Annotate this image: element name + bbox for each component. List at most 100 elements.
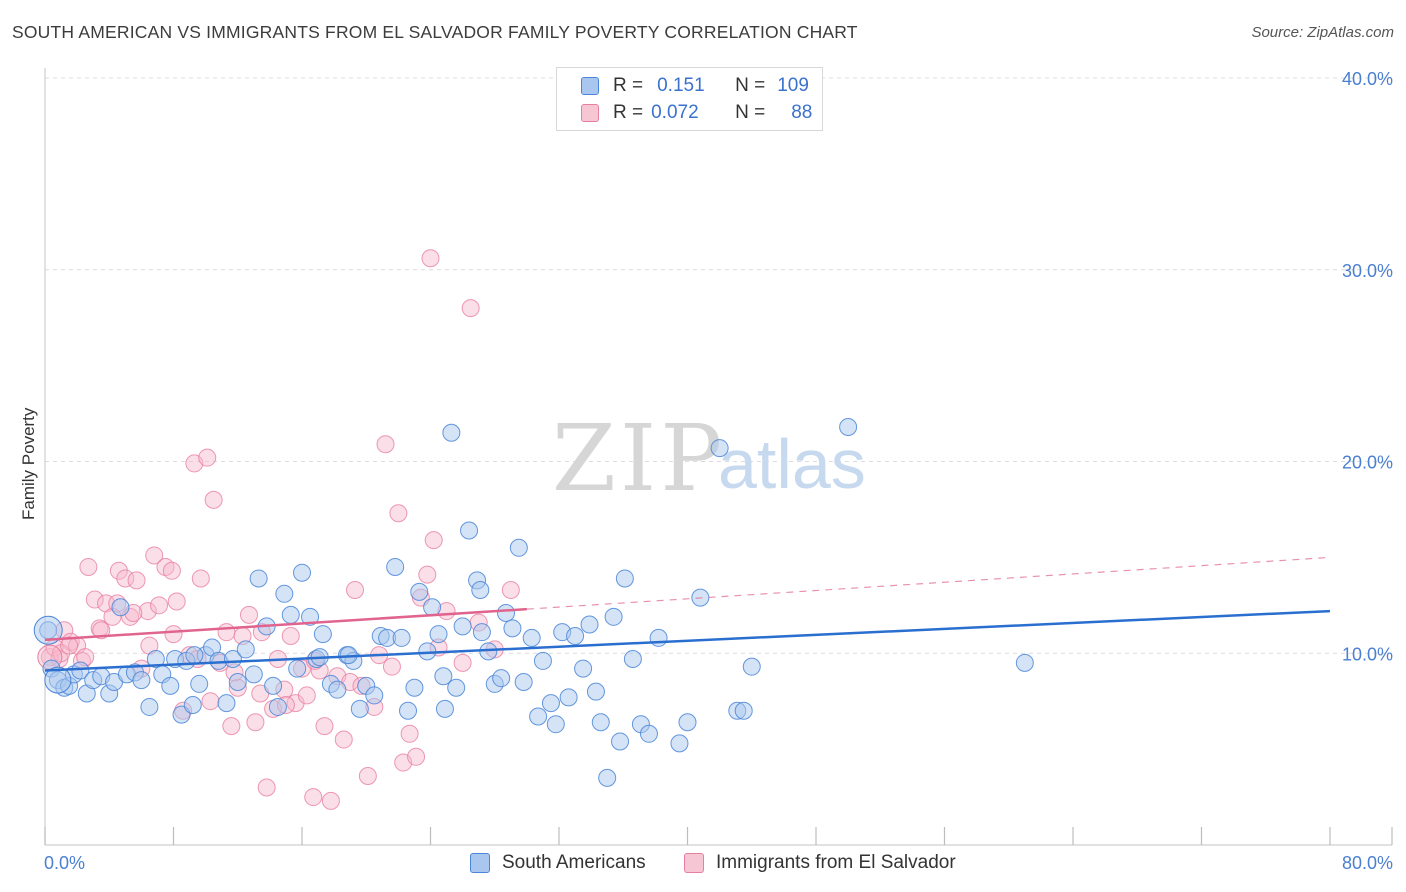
y-tick-label: 10.0% bbox=[1342, 644, 1393, 664]
blue-point bbox=[244, 665, 263, 684]
pink-point bbox=[191, 569, 210, 588]
blue-point bbox=[288, 659, 307, 678]
blue-point bbox=[670, 734, 689, 753]
pink-series-points bbox=[37, 249, 520, 810]
pink-point bbox=[204, 490, 223, 509]
legend-row-pink: R = 0.072 N = 88 bbox=[581, 101, 812, 125]
blue-point bbox=[228, 673, 247, 692]
blue-point bbox=[281, 605, 300, 624]
blue-point bbox=[710, 439, 729, 458]
pink-point bbox=[138, 602, 157, 621]
pink-point bbox=[461, 299, 480, 318]
pink-point bbox=[407, 747, 426, 766]
legend-swatch-blue bbox=[470, 853, 490, 873]
blue-point bbox=[183, 696, 202, 715]
blue-point bbox=[44, 666, 72, 694]
pink-trend-extension bbox=[526, 556, 1331, 610]
chart-title: SOUTH AMERICAN VS IMMIGRANTS FROM EL SAL… bbox=[12, 22, 858, 42]
blue-point bbox=[410, 582, 429, 601]
pink-point bbox=[239, 605, 258, 624]
blue-point bbox=[268, 697, 287, 716]
pink-point bbox=[358, 766, 377, 785]
legend-n-blue: 109 bbox=[777, 75, 809, 96]
blue-point bbox=[471, 580, 490, 599]
y-tick-label: 40.0% bbox=[1342, 69, 1393, 89]
blue-point bbox=[405, 678, 424, 697]
pink-point bbox=[217, 623, 236, 642]
legend-r-label: R = bbox=[613, 102, 644, 123]
blue-point bbox=[574, 659, 593, 678]
blue-point bbox=[146, 650, 165, 669]
pink-point bbox=[92, 621, 111, 640]
blue-point bbox=[140, 697, 159, 716]
pink-point bbox=[150, 596, 169, 615]
x-tick-labels: 0.0% 80.0% bbox=[44, 853, 1393, 873]
blue-point bbox=[447, 678, 466, 697]
legend-label-el-salvador: Immigrants from El Salvador bbox=[716, 852, 956, 873]
blue-point bbox=[399, 701, 418, 720]
blue-point bbox=[529, 707, 548, 726]
blue-series-points bbox=[33, 417, 1034, 787]
legend-label-south-americans: South Americans bbox=[502, 852, 646, 873]
y-tick-label: 20.0% bbox=[1342, 453, 1393, 473]
blue-point bbox=[559, 688, 578, 707]
blue-point bbox=[434, 667, 453, 686]
blue-point bbox=[328, 680, 347, 699]
trend-lines bbox=[44, 556, 1331, 672]
x-tick-label: 80.0% bbox=[1342, 853, 1393, 873]
x-tick-label: 0.0% bbox=[44, 853, 85, 873]
blue-point bbox=[514, 673, 533, 692]
blue-point bbox=[236, 640, 255, 659]
pink-point bbox=[453, 653, 472, 672]
watermark-zip: ZIP bbox=[552, 405, 726, 512]
pink-point bbox=[421, 249, 440, 268]
pink-point bbox=[382, 657, 401, 676]
blue-point bbox=[623, 650, 642, 669]
blue-point bbox=[301, 607, 320, 626]
blue-point bbox=[190, 674, 209, 693]
blue-point bbox=[111, 598, 130, 617]
pink-point bbox=[281, 626, 300, 645]
blue-point bbox=[435, 699, 454, 718]
blue-point bbox=[649, 628, 668, 647]
blue-point bbox=[185, 646, 204, 665]
blue-point bbox=[522, 628, 541, 647]
pink-point bbox=[222, 717, 241, 736]
chart-source: Source: ZipAtlas.com bbox=[1251, 24, 1394, 41]
y-axis-label: Family Poverty bbox=[19, 407, 38, 520]
blue-point bbox=[586, 682, 605, 701]
blue-point bbox=[460, 521, 479, 540]
pink-point bbox=[400, 724, 419, 743]
blue-point bbox=[442, 423, 461, 442]
legend-n-label: N = bbox=[735, 75, 766, 96]
blue-point bbox=[453, 617, 472, 636]
pink-point bbox=[109, 561, 128, 580]
blue-point bbox=[580, 615, 599, 634]
watermark-atlas: atlas bbox=[718, 425, 866, 503]
blue-point bbox=[734, 701, 753, 720]
blue-point bbox=[615, 569, 634, 588]
blue-point bbox=[566, 626, 585, 645]
legend-swatch-pink bbox=[581, 104, 599, 122]
blue-trend-line bbox=[44, 609, 1331, 672]
pink-point bbox=[85, 590, 104, 609]
pink-point bbox=[418, 565, 437, 584]
blue-point bbox=[365, 686, 384, 705]
pink-point bbox=[346, 580, 365, 599]
pink-point bbox=[257, 778, 276, 797]
blue-point bbox=[350, 699, 369, 718]
pink-point bbox=[304, 788, 323, 807]
blue-point bbox=[1015, 653, 1034, 672]
y-tick-labels: 10.0% 20.0% 30.0% 40.0% bbox=[1342, 69, 1393, 664]
legend-n-label: N = bbox=[735, 102, 766, 123]
blue-point bbox=[591, 713, 610, 732]
blue-point bbox=[264, 676, 283, 695]
pink-point bbox=[201, 692, 220, 711]
blue-point bbox=[429, 625, 448, 644]
blue-point bbox=[546, 715, 565, 734]
blue-point bbox=[132, 671, 151, 690]
blue-point bbox=[496, 603, 515, 622]
blue-point bbox=[423, 598, 442, 617]
legend-item-south-americans: South Americans bbox=[470, 852, 646, 874]
